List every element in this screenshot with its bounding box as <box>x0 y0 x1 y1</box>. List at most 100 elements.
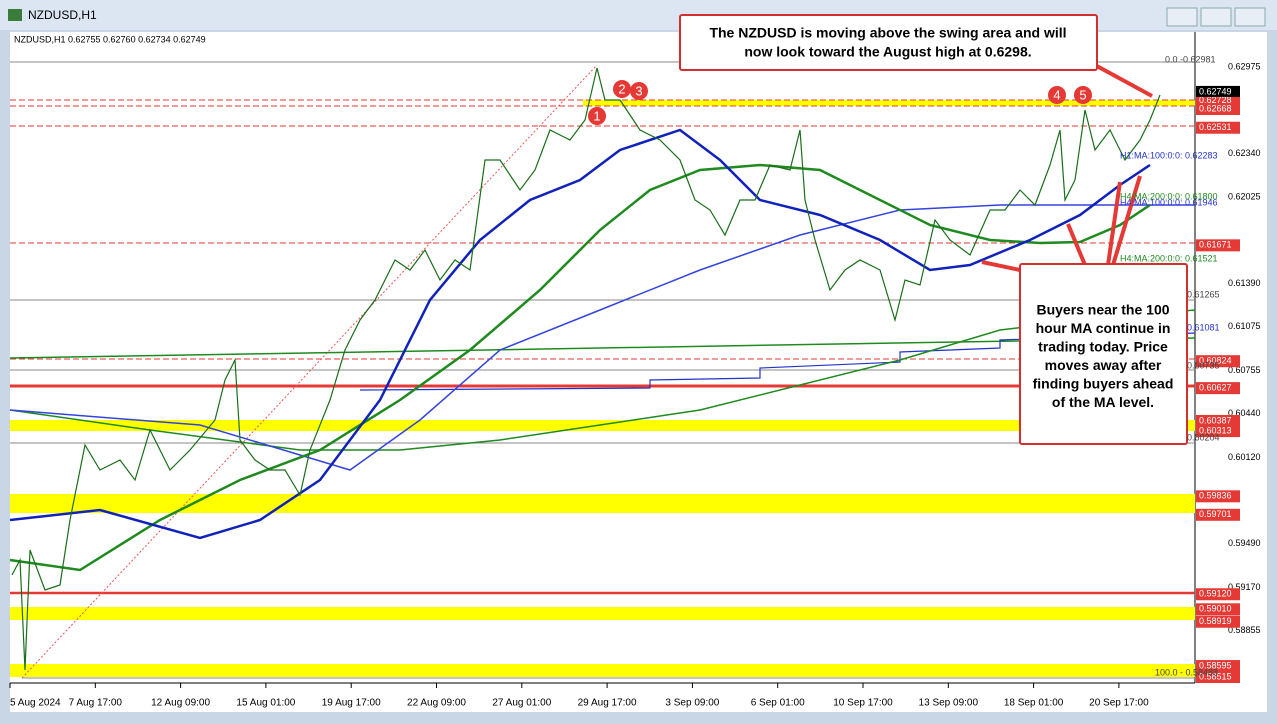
chart-info: NZDUSD,H1 0.62755 0.62760 0.62734 0.6274… <box>14 34 206 44</box>
swing-marker <box>1074 86 1092 104</box>
annotation-text: moves away after <box>1045 357 1162 373</box>
time-label: 22 Aug 09:00 <box>407 698 466 709</box>
price-level-tag <box>1196 355 1240 368</box>
chart-level-label: 0.60204 <box>1187 432 1220 442</box>
price-level-label: 0.62531 <box>1199 122 1232 132</box>
price-label: 0.60120 <box>1228 452 1261 462</box>
price-label: 0.62975 <box>1228 61 1261 71</box>
minimize-button[interactable] <box>1166 7 1198 27</box>
chart-level-label: 0.0 -0.62981 <box>1165 54 1216 64</box>
price-level-tag <box>1196 425 1240 438</box>
close-button[interactable] <box>1234 7 1266 27</box>
price-label: 0.61390 <box>1228 278 1261 288</box>
price-level-tag <box>1196 671 1240 683</box>
price-level-label: 0.59120 <box>1199 589 1232 599</box>
arrows <box>981 63 1153 272</box>
time-label: 10 Sep 17:00 <box>833 698 893 709</box>
zone-band <box>10 664 1195 677</box>
time-label: 29 Aug 17:00 <box>578 698 637 709</box>
price-level-label: 0.60627 <box>1199 383 1232 393</box>
chart-level-label: 100.0 - 0.58488 <box>1155 667 1218 677</box>
ma-line <box>9 204 1195 471</box>
price-level-tag <box>1196 382 1240 395</box>
price-level-tag <box>1196 615 1240 628</box>
price-level-tag <box>1196 490 1240 503</box>
time-label: 6 Sep 01:00 <box>751 698 805 709</box>
chart-level-label: H1:MA:100:0:0: 0.62283 <box>1120 150 1218 160</box>
swing-marker <box>613 80 631 98</box>
price-level-label: 0.62728 <box>1199 95 1232 105</box>
annotation-box <box>1019 263 1188 445</box>
swing-marker-label: 3 <box>635 83 642 98</box>
price-level-tag <box>1196 588 1240 601</box>
chart-level-label: H4:MA:100:0:0: 0.61946 <box>1120 197 1218 207</box>
arrow <box>1106 181 1122 266</box>
zone-band <box>10 607 1195 620</box>
swing-marker-label: 4 <box>1053 87 1060 102</box>
maximize-button[interactable] <box>1200 7 1232 27</box>
annotation-text: hour MA continue in <box>1036 320 1171 336</box>
price-label: 0.58855 <box>1228 625 1261 635</box>
price-level-label: 0.59010 <box>1199 604 1232 614</box>
fib-diagonal <box>21 64 598 679</box>
annotation-text: Buyers near the 100 <box>1036 302 1169 318</box>
swing-marker-label: 1 <box>593 108 600 123</box>
price-level-tag <box>1196 603 1240 616</box>
arrow <box>981 260 1021 272</box>
price-level-label: 0.62668 <box>1199 103 1232 113</box>
price-level-tag <box>1196 508 1240 521</box>
chart-level-label: H4:MA:200:0:0: 0.61521 <box>1120 253 1218 263</box>
current-price-tag <box>1196 85 1240 97</box>
ma-line <box>9 128 1151 540</box>
price-level-tag <box>1196 414 1240 427</box>
time-label: 3 Sep 09:00 <box>665 698 719 709</box>
annotation-text: trading today. Price <box>1038 339 1168 355</box>
time-label: 7 Aug 17:00 <box>69 698 123 709</box>
price-level-label: 0.58515 <box>1199 671 1232 681</box>
current-price-label: 0.62749 <box>1199 86 1232 96</box>
window-icon <box>8 9 22 21</box>
arrow <box>1094 63 1153 98</box>
time-label: 18 Sep 01:00 <box>1004 698 1064 709</box>
swing-marker <box>630 82 648 100</box>
price-level-label: 0.61671 <box>1199 240 1232 250</box>
swing-marker-label: 5 <box>1079 87 1086 102</box>
swing-marker <box>1048 86 1066 104</box>
zone-band <box>10 420 1195 431</box>
zone-band <box>583 100 1195 106</box>
time-label: 13 Sep 09:00 <box>919 698 979 709</box>
annotation-text: finding buyers ahead <box>1033 376 1174 392</box>
annotation-box <box>679 14 1098 71</box>
price-label: 0.62025 <box>1228 191 1261 201</box>
ma-line <box>9 337 1196 359</box>
price-label: 0.60440 <box>1228 408 1261 418</box>
time-label: 27 Aug 01:00 <box>492 698 551 709</box>
swing-marker <box>588 107 606 125</box>
price-level-label: 0.58595 <box>1199 660 1232 670</box>
price-level-tag <box>1196 239 1240 252</box>
price-level-label: 0.60313 <box>1199 425 1232 435</box>
chart-level-label: H4:MA:200:0:0: 0.61800 <box>1120 191 1218 201</box>
price-level-label: 0.60824 <box>1199 356 1232 366</box>
price-label: 0.61075 <box>1228 321 1261 331</box>
annotation-text: The NZDUSD is moving above the swing are… <box>709 25 1066 41</box>
price-level-label: 0.60387 <box>1199 415 1232 425</box>
price-level-tag <box>1196 660 1240 673</box>
ma-line <box>9 309 1196 451</box>
chart-level-label: 0.61265 <box>1187 289 1220 299</box>
zone-band <box>10 494 1195 513</box>
price-level-tag <box>1196 102 1240 115</box>
ma-line <box>359 332 1196 391</box>
arrow <box>1111 175 1142 266</box>
price-label: 0.60755 <box>1228 365 1261 375</box>
price-level-label: 0.59836 <box>1199 491 1232 501</box>
time-label: 20 Sep 17:00 <box>1089 698 1149 709</box>
arrow <box>1066 223 1087 266</box>
time-label: 5 Aug 2024 <box>10 698 61 709</box>
annotation-text: now look toward the August high at 0.629… <box>744 44 1031 60</box>
chart-level-label: 0.60735 <box>1187 360 1220 370</box>
annotation-text: of the MA level. <box>1052 394 1154 410</box>
chart-level-label: 0.61081 <box>1187 322 1220 332</box>
swing-marker-label: 2 <box>618 81 625 96</box>
